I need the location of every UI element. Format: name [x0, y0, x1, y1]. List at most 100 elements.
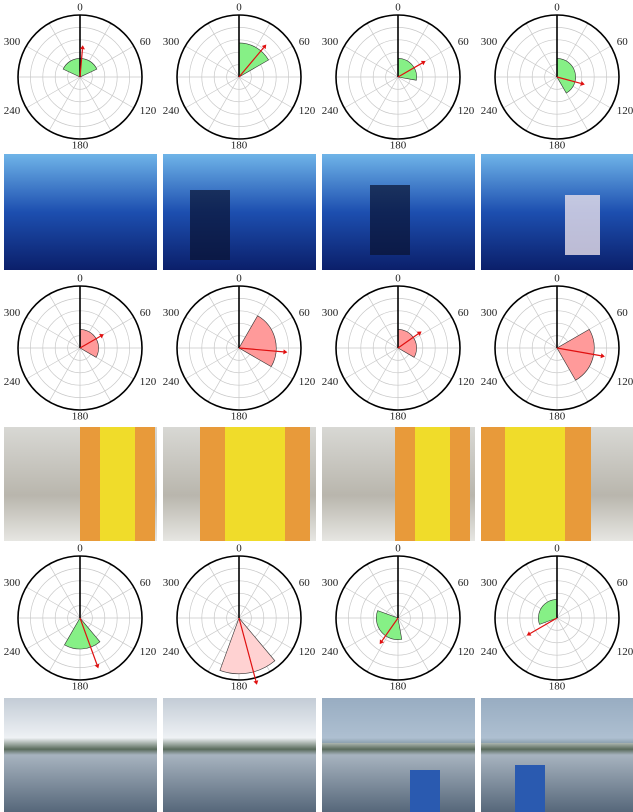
grid-spoke: [238, 76, 293, 109]
grid-spoke: [26, 617, 81, 650]
grid-spoke: [366, 347, 399, 402]
grid-spoke: [79, 76, 134, 109]
direction-arrow: [381, 617, 399, 642]
view-wedge: [556, 58, 576, 94]
grid-spoke: [48, 347, 81, 402]
grid-spoke: [397, 617, 452, 650]
wall: [100, 427, 135, 541]
grid-spoke: [366, 76, 399, 131]
direction-arrow: [556, 347, 602, 357]
theta-tick-label: 240: [4, 646, 21, 658]
theta-tick-label: 240: [322, 105, 339, 117]
grid-spoke: [207, 617, 240, 672]
grid-spoke: [48, 564, 81, 619]
grid-spoke: [525, 76, 558, 131]
view-wedge: [556, 328, 595, 381]
grid-spoke: [48, 294, 81, 349]
arrow-head: [580, 81, 585, 86]
direction-arrow: [556, 76, 582, 84]
direction-arrow: [238, 347, 284, 353]
grid-spoke: [556, 564, 589, 619]
person: [410, 770, 440, 812]
theta-tick-label: 120: [458, 646, 475, 658]
grid-spoke: [503, 45, 558, 78]
grid-spoke: [344, 586, 399, 619]
theta-tick-label: 180: [72, 681, 89, 693]
theta-tick-label: 300: [481, 36, 498, 48]
theta-tick-label: 120: [617, 105, 633, 117]
grid-spoke: [366, 23, 399, 78]
theta-tick-label: 60: [140, 577, 152, 589]
photo-row: [4, 154, 633, 270]
theta-tick-label: 180: [231, 140, 248, 152]
theta-tick-label: 0: [554, 543, 560, 555]
grid-spoke: [366, 564, 399, 619]
person: [515, 765, 545, 812]
theta-tick-label: 300: [322, 36, 339, 48]
theta-tick-label: 60: [299, 307, 311, 319]
theta-tick-label: 240: [322, 376, 339, 388]
direction-arrow: [79, 49, 84, 78]
direction-arrow: [397, 62, 423, 78]
theta-tick-label: 180: [231, 411, 248, 423]
grid-spoke: [185, 45, 240, 78]
grid-spoke: [556, 294, 589, 349]
photo-row: [4, 698, 633, 812]
wall: [415, 427, 450, 541]
grid-spoke: [397, 617, 430, 672]
theta-tick-label: 300: [4, 577, 21, 589]
theta-tick-label: 180: [549, 140, 566, 152]
theta-tick-label: 0: [554, 273, 560, 285]
grid-spoke: [26, 347, 81, 380]
person: [565, 195, 600, 255]
theta-tick-label: 240: [163, 646, 180, 658]
theta-tick-label: 180: [72, 411, 89, 423]
grid-spoke: [238, 76, 271, 131]
theta-tick-label: 60: [617, 577, 629, 589]
theta-tick-label: 120: [140, 105, 157, 117]
theta-tick-label: 180: [549, 411, 566, 423]
arrow-head: [283, 349, 288, 355]
grid-spoke: [207, 347, 240, 402]
theta-tick-label: 120: [299, 646, 316, 658]
grid-spoke: [238, 564, 271, 619]
photo: [163, 698, 316, 812]
theta-tick-label: 180: [231, 681, 248, 693]
grid-spoke: [366, 294, 399, 349]
photo: [163, 154, 316, 270]
grid-spoke: [525, 23, 558, 78]
diver: [370, 185, 410, 255]
theta-tick-label: 0: [77, 273, 83, 285]
grid-spoke: [207, 23, 240, 78]
theta-tick-label: 240: [4, 105, 21, 117]
theta-tick-label: 0: [77, 543, 83, 555]
grid-spoke: [397, 347, 430, 402]
grid-spoke: [26, 76, 81, 109]
grid-spoke: [238, 347, 271, 402]
theta-tick-label: 240: [4, 376, 21, 388]
theta-tick-label: 0: [236, 273, 242, 285]
theta-tick-label: 0: [77, 2, 83, 14]
arrow-head: [420, 60, 426, 66]
theta-tick-label: 120: [617, 376, 633, 388]
grid-spoke: [503, 76, 558, 109]
grid-spoke: [79, 347, 112, 402]
theta-tick-label: 300: [4, 307, 21, 319]
grid-spoke: [503, 347, 558, 380]
theta-tick-label: 60: [458, 307, 470, 319]
theta-tick-label: 120: [458, 376, 475, 388]
arrow-head: [99, 334, 104, 339]
grid-spoke: [503, 316, 558, 349]
theta-tick-label: 0: [554, 2, 560, 14]
grid-spoke: [344, 316, 399, 349]
grid-spoke: [344, 45, 399, 78]
theta-tick-label: 120: [617, 646, 633, 658]
grid-spoke: [185, 316, 240, 349]
grid-spoke: [397, 76, 452, 109]
grid-spoke: [207, 76, 240, 131]
direction-arrow: [79, 617, 98, 665]
direction-arrow: [529, 617, 558, 635]
grid-spoke: [207, 564, 240, 619]
theta-tick-label: 120: [458, 105, 475, 117]
theta-tick-label: 0: [236, 543, 242, 555]
